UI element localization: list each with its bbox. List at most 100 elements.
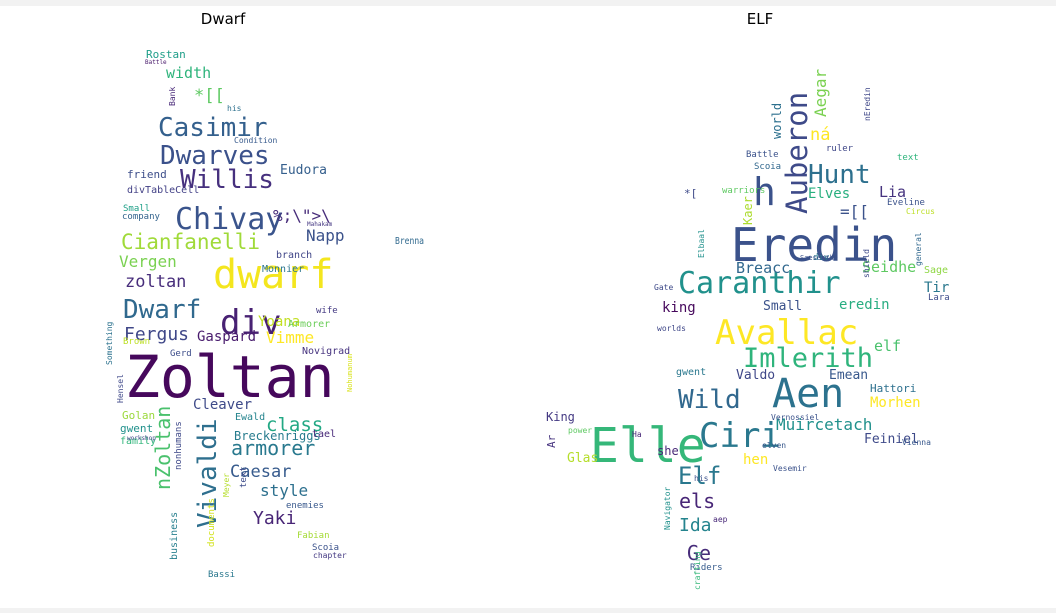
- word-ciri: Ciri: [699, 416, 781, 456]
- word-vesemir: Vesemir: [773, 464, 807, 473]
- word-something: Something: [105, 321, 114, 365]
- word-his: his: [694, 474, 709, 483]
- word-world: world: [770, 103, 784, 139]
- word-ge: Ge: [687, 541, 711, 565]
- word-tael: tael: [312, 429, 336, 440]
- word-king: king: [662, 300, 696, 316]
- word-ha: Ha: [632, 430, 642, 439]
- word-caesar: Caesar: [230, 462, 291, 482]
- word-branch: branch: [276, 250, 312, 261]
- word-gwent: gwent: [120, 422, 153, 435]
- word-gwent: gwent: [676, 367, 706, 378]
- word-vergen: Vergen: [119, 252, 177, 271]
- word-bank: Bank: [168, 87, 177, 106]
- word-morhen: Morhen: [870, 395, 921, 411]
- word-elf: elf: [874, 337, 901, 355]
- word-text: text: [239, 466, 249, 488]
- word-family: family: [120, 436, 156, 447]
- word-general: general: [914, 232, 923, 266]
- word-hunt: Hunt: [808, 160, 871, 190]
- word-circus: Circus: [906, 207, 935, 216]
- word-chivay: Chivay: [175, 202, 283, 237]
- elf-panel: ELF Eredin Elle Aen Ciri Avallac Caranthir Aub…: [540, 0, 980, 608]
- word-warriors: warriors: [722, 186, 765, 196]
- word-cianfanelli: Cianfanelli: [121, 230, 260, 254]
- word-cleaver: Cleaver: [193, 397, 252, 413]
- word-symbol: *[[: [194, 86, 225, 106]
- word-elle: Elle: [590, 418, 706, 474]
- word-muircetach: Muircetach: [776, 415, 872, 434]
- word-elf: Elf: [678, 462, 721, 490]
- word-elves: Elves: [808, 186, 850, 202]
- word-scoia: Scoia: [754, 162, 781, 172]
- word-caranthir: Caranthir: [678, 266, 841, 301]
- word-wild: Wild: [678, 385, 741, 415]
- word-div: div: [220, 303, 281, 343]
- word-yoana: Yoana: [258, 314, 300, 330]
- word-vimme: Vimme: [266, 328, 314, 347]
- word-neredin: nEredin: [863, 87, 872, 121]
- word-friend: friend: [127, 168, 167, 181]
- word-chapter: chapter: [313, 551, 347, 560]
- word-feiniel: Feiniel: [864, 432, 919, 447]
- word-hensel: Hensel: [116, 374, 125, 403]
- word-sage: Sage: [924, 265, 948, 276]
- word-ida: Ida: [679, 515, 712, 536]
- word-enemies: enemies: [286, 501, 324, 511]
- word-eveline: Eveline: [887, 198, 925, 208]
- word-battle: Battle: [746, 150, 779, 160]
- word-zoltan: Zoltan: [125, 343, 335, 411]
- word-wife: wife: [316, 306, 338, 316]
- word-willis: Willis: [180, 165, 274, 195]
- word-imlerith: Imlerith: [743, 343, 873, 374]
- word-nonhumans: nonhumans: [174, 421, 184, 470]
- word-h: h: [753, 170, 776, 214]
- word-aegar: Aegar: [811, 68, 830, 117]
- word-elbaal: Elbaal: [697, 229, 706, 258]
- word-gate: Gate: [654, 283, 673, 292]
- word-class: class: [266, 414, 323, 436]
- word-div: div: [813, 253, 829, 263]
- dwarf-panel: Dwarf Zoltan dwarf div Chivay Dwarf Willis Dwa…: [20, 0, 426, 608]
- word-meyer: Meyer: [222, 473, 231, 497]
- word-shield: shield: [862, 249, 871, 278]
- word-small: Small: [123, 204, 150, 214]
- word-monnier: Monnier: [262, 264, 304, 275]
- word-yaki: Yaki: [253, 508, 296, 529]
- word-she: she: [657, 444, 679, 458]
- word-rostan: Rostan: [146, 48, 186, 61]
- word-condition: Condition: [234, 136, 278, 145]
- word-n: ná: [810, 125, 830, 145]
- top-strip: [0, 0, 1056, 6]
- word-dwarf: Dwarf: [123, 295, 201, 325]
- word-width: width: [166, 64, 211, 82]
- word-dwarves: Dwarves: [160, 141, 270, 171]
- word-zoltan: zoltan: [125, 272, 186, 292]
- word-small: Small: [763, 299, 802, 314]
- word-els: els: [679, 489, 715, 513]
- word-style: style: [260, 481, 308, 500]
- word-novigrad: Novigrad: [302, 346, 350, 357]
- word-seidhe: Seidhe: [862, 258, 916, 276]
- word-symbol: %;\">\: [273, 206, 331, 225]
- word-lia: Lia: [879, 183, 906, 201]
- word-ar: Ar: [545, 434, 558, 448]
- bottom-strip: [0, 608, 1056, 613]
- word-documents: documents: [207, 498, 217, 547]
- word-armorer: Armorer: [288, 319, 330, 330]
- word-symbol: =[[: [840, 202, 869, 221]
- word-kaer: Kaer: [741, 196, 755, 225]
- word-riders: Riders: [690, 563, 723, 573]
- word-power: power: [568, 426, 592, 435]
- word-saesenthe: Saesenthe: [800, 254, 838, 262]
- word-lara: Lara: [928, 293, 950, 303]
- word-tir: Tir: [924, 280, 949, 296]
- word-dwarf: dwarf: [213, 252, 333, 298]
- word-vienna: Vienna: [902, 438, 931, 447]
- word-breacc: Breacc: [736, 259, 790, 277]
- word-valdo: Valdo: [736, 368, 775, 383]
- word-gaspard: Gaspard: [197, 329, 256, 345]
- word-ruler: ruler: [826, 144, 854, 154]
